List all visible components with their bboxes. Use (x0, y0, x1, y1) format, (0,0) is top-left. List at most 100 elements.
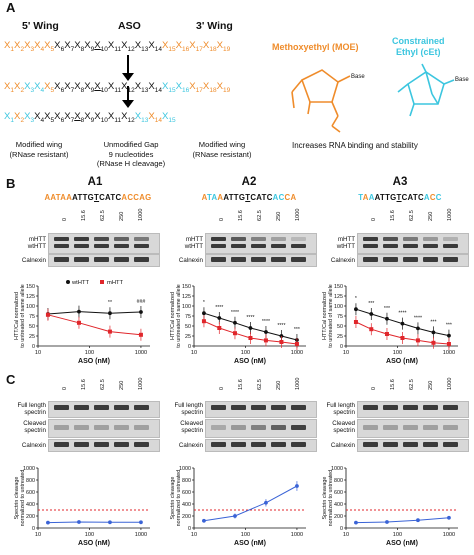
nucleotide: X7 (64, 40, 75, 53)
nucleotide: X16 (175, 81, 190, 94)
wing5-header: 5' Wing (22, 20, 59, 32)
data-point (46, 520, 50, 525)
significance-mark: *** (384, 306, 390, 312)
y-tick-label: 125 (182, 294, 191, 300)
cleaved-spectrin-blot (48, 419, 160, 438)
seq-letter: T (206, 193, 212, 202)
nucleotide: X2 (14, 111, 25, 124)
calnexin-band (54, 257, 69, 262)
seq-letter: A (407, 193, 413, 202)
wthtt-band (134, 244, 149, 248)
col-title-a2: A2 (241, 176, 257, 188)
data-point (369, 312, 374, 316)
seq-letter: G (238, 193, 246, 202)
band-label-wthtt: wtHTT (336, 243, 355, 250)
seq-letter: A (217, 193, 224, 202)
calnexin-band (271, 257, 286, 262)
seq-a3: TAAATTGTCATCACC (337, 193, 463, 202)
cleaved-spectrin-band (251, 425, 266, 430)
y-tick-label: 0 (188, 344, 191, 350)
label-line: spectrin (24, 409, 46, 416)
x-axis-title: ASO (nM) (78, 358, 110, 365)
seq-letter: C (284, 193, 291, 202)
nucleotide: X2 (14, 81, 25, 94)
significance-mark: *** (430, 319, 436, 325)
x-tick-label: 10 (191, 532, 197, 538)
calnexin-band (271, 442, 286, 447)
x-tick-label: 10 (35, 532, 41, 538)
seq-letter: C (133, 193, 140, 202)
y-tick-label: 25 (337, 334, 343, 340)
label-line: Cleaved (23, 420, 46, 427)
legend-wt-label: wtHTT (71, 280, 90, 286)
seq-letter: A (368, 193, 375, 202)
mhtt-band (134, 237, 149, 241)
nucleotide: X14 (148, 40, 162, 53)
data-point (233, 320, 237, 325)
nucleotide: X10 (94, 111, 108, 124)
data-point (354, 307, 358, 312)
cleaved-spectrin-band (423, 425, 438, 430)
data-point (232, 331, 237, 336)
full-spectrin-band (74, 405, 89, 410)
nucleotide: X10 (94, 40, 108, 53)
wthtt-band (363, 244, 378, 248)
y-tick-label: 600 (26, 490, 35, 496)
significance-mark: *** (446, 323, 452, 329)
y-tick-label: 125 (26, 294, 35, 300)
calnexin-band (383, 257, 398, 262)
nucleotide: X5 (44, 111, 55, 124)
label-line: Full length (174, 402, 203, 409)
data-point (248, 326, 253, 330)
nucleotide: X5 (44, 40, 55, 53)
band-label-full-spectrin: Full length spectrin (2, 402, 46, 416)
wthtt-band (443, 244, 458, 248)
significance-mark: **** (277, 323, 285, 329)
seq-letter: A (66, 193, 73, 202)
moe-structure-icon: Base (291, 69, 365, 133)
wthtt-band (54, 244, 69, 248)
y-tick-label: 75 (185, 314, 191, 320)
y-tick-label: 50 (337, 324, 343, 330)
band-label-calnexin: Calnexin (330, 257, 355, 264)
wthtt-band (94, 244, 109, 248)
series-line (355, 517, 449, 524)
calnexin-band (211, 442, 226, 447)
label-line: spectrin (181, 409, 203, 416)
band-label-wthtt: wtHTT (27, 243, 46, 250)
band-label-calnexin: Calnexin (21, 257, 46, 264)
calnexin-band (231, 257, 246, 262)
calnexin-band (231, 442, 246, 447)
seq-letter: A (290, 193, 297, 202)
label-line: Cleaved (180, 420, 203, 427)
note-mid: Unmodified Gap 9 nucleotides (RNase H cl… (86, 140, 176, 169)
significance-mark: **** (215, 305, 223, 311)
seq-a1: AATAAATTGTCATCACCAG (28, 193, 168, 202)
y-axis-title-line1: HTT/Cal normalized (322, 292, 328, 340)
data-point (416, 326, 420, 331)
y-tick-label: 200 (334, 514, 343, 520)
cleaved-spectrin-band (403, 425, 418, 430)
full-spectrin-band (114, 405, 129, 410)
seq-letter: A (423, 193, 430, 202)
nucleotide: X15 (162, 81, 176, 94)
legend-wt-marker (66, 280, 70, 284)
band-label-mhtt: mHTT (28, 236, 46, 243)
y-tick-label: 0 (32, 344, 35, 350)
seq-letter: G (145, 193, 152, 202)
x-axis-title: ASO (nM) (386, 358, 418, 365)
data-point (415, 338, 420, 343)
seq-letter: C (99, 193, 106, 202)
series-line (47, 311, 141, 315)
seq-letter: C (401, 193, 408, 202)
seq-letter: A (374, 193, 380, 202)
full-spectrin-band (291, 405, 306, 410)
calnexin-band (74, 257, 89, 262)
y-tick-label: 100 (334, 304, 343, 310)
calnexin-band (423, 257, 438, 262)
panel-b-label: B (6, 176, 16, 191)
calnexin-band (363, 442, 378, 447)
significance-mark: **** (398, 311, 406, 317)
nucleotide: X3 (24, 40, 35, 53)
data-point (107, 329, 112, 334)
